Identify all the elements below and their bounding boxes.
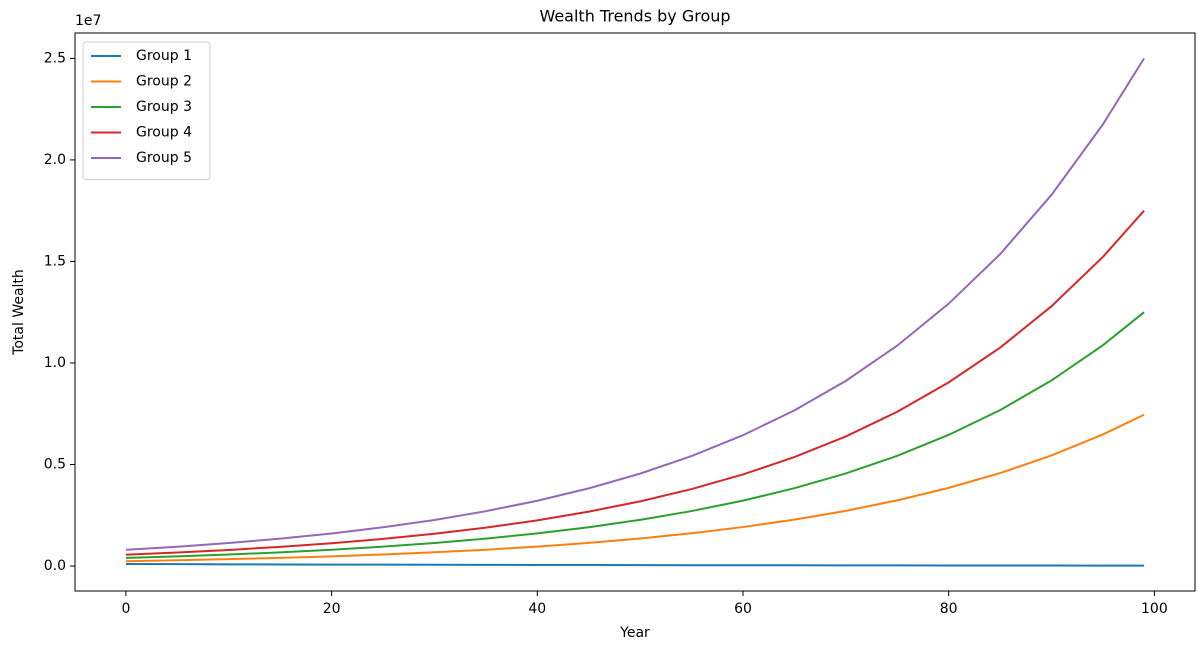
line-series bbox=[125, 57, 1145, 551]
y-axis-label: Total Wealth bbox=[11, 269, 27, 356]
legend-label: Group 2 bbox=[136, 74, 192, 90]
y-offset-label: 1e7 bbox=[75, 13, 101, 29]
x-axis-label: Year bbox=[619, 625, 650, 641]
y-tick-label: 0.0 bbox=[44, 558, 66, 574]
legend-label: Group 4 bbox=[136, 125, 192, 141]
plot-frame bbox=[74, 32, 1196, 592]
x-tick-label: 80 bbox=[940, 601, 958, 617]
line-series bbox=[125, 210, 1145, 556]
x-tick-label: 0 bbox=[121, 601, 130, 617]
line-series bbox=[125, 413, 1145, 563]
y-tick-label: 2.0 bbox=[44, 152, 66, 168]
x-tick-label: 100 bbox=[1141, 601, 1168, 617]
y-tick-label: 2.5 bbox=[44, 50, 66, 66]
legend-label: Group 1 bbox=[136, 48, 192, 64]
y-tick-label: 0.5 bbox=[44, 457, 66, 473]
x-tick-label: 60 bbox=[734, 601, 752, 617]
line-series bbox=[125, 563, 1145, 567]
x-tick-label: 20 bbox=[323, 601, 341, 617]
x-tick-label: 40 bbox=[528, 601, 546, 617]
chart-title: Wealth Trends by Group bbox=[539, 7, 730, 26]
legend: Group 1 Group 2 Group 3 Group 4 Group 5 bbox=[82, 41, 211, 180]
line-series bbox=[125, 311, 1145, 559]
legend-label: Group 5 bbox=[136, 150, 192, 166]
legend-label: Group 3 bbox=[136, 99, 192, 115]
legend-box bbox=[82, 41, 211, 180]
y-tick-label: 1.0 bbox=[44, 355, 66, 371]
y-tick-label: 1.5 bbox=[44, 253, 66, 269]
